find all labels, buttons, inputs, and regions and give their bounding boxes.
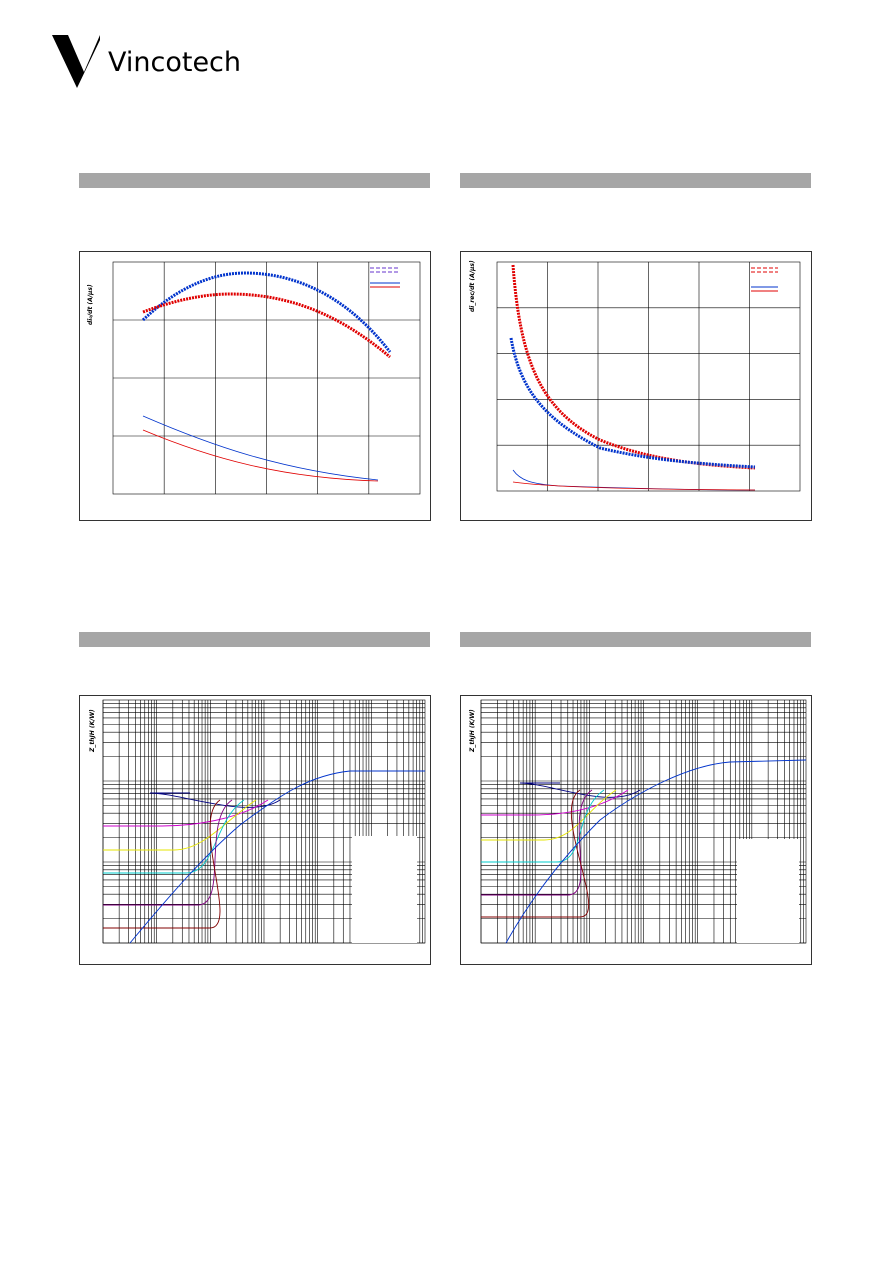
curve <box>103 799 257 851</box>
logo-mark <box>52 35 100 88</box>
curve <box>103 799 221 929</box>
curve <box>141 271 392 353</box>
section-bar <box>79 173 430 188</box>
curve <box>103 799 269 827</box>
legend-line <box>370 267 400 273</box>
curve <box>481 789 629 816</box>
curve <box>509 337 756 469</box>
legend-box <box>737 839 799 943</box>
section-bar <box>460 173 811 188</box>
y-axis-label: di₀/dt (A/μs) <box>87 284 94 325</box>
curve <box>129 770 425 944</box>
chart-frame <box>460 251 812 521</box>
brand: Vincotech <box>108 47 241 78</box>
curve <box>481 789 605 863</box>
curves <box>103 759 807 944</box>
curve <box>142 429 379 482</box>
curve <box>519 782 641 798</box>
section-bar <box>79 632 430 647</box>
curve <box>103 799 245 874</box>
curve <box>142 292 391 359</box>
grids <box>102 261 807 944</box>
curves <box>141 267 400 482</box>
y-axis-label: Z_thJH (K/W) <box>89 709 96 753</box>
curve <box>512 481 756 491</box>
y-axis-label: di_rec/dt (A/μs) <box>469 260 476 312</box>
curve <box>481 789 617 841</box>
legend-box <box>352 836 417 943</box>
y-axis-label: Z_thJH (K/W) <box>469 709 476 753</box>
curve <box>103 799 233 906</box>
section-bar <box>460 632 811 647</box>
curve <box>505 759 807 944</box>
curve <box>481 789 593 896</box>
curves <box>509 264 778 491</box>
curve <box>142 415 379 481</box>
curve <box>481 789 590 918</box>
legend-line <box>751 267 778 273</box>
